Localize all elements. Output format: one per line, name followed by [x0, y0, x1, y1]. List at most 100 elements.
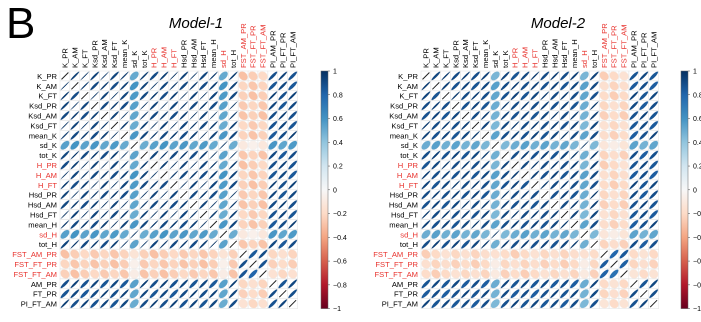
matrix-cell: [129, 258, 140, 270]
row-labels: K_PRK_AMK_FTKsd_PRKsd_AMKsd_FTmean_Ksd_K…: [12, 72, 57, 309]
matrix-cell: [430, 130, 442, 141]
matrix-cell: [490, 100, 501, 111]
matrix-cell: [589, 90, 600, 101]
matrix-cell: [569, 199, 580, 210]
matrix-cell: [129, 130, 140, 141]
matrix-cell: [89, 140, 100, 151]
matrix-cell: [480, 140, 491, 151]
matrix-cell: [499, 149, 511, 161]
matrix-cell: [440, 209, 451, 220]
matrix-cell: [138, 179, 150, 191]
matrix-cell: [119, 169, 130, 181]
matrix-cell: [168, 140, 180, 151]
matrix-cell: [188, 100, 199, 111]
matrix-cell: [529, 130, 541, 141]
matrix-cell: [228, 149, 239, 161]
colorbar-tick-label: 1: [333, 69, 337, 76]
matrix-cell: [178, 90, 189, 101]
row-label: Ksd_AM: [28, 111, 57, 120]
correlation-panel-2: Model-2K_PRK_AMK_FTKsd_PRKsd_AMKsd_FTmea…: [373, 15, 701, 313]
matrix-cell: [598, 288, 610, 299]
matrix-cell: [69, 169, 81, 181]
matrix-cell: [598, 209, 610, 220]
matrix-cell: [549, 189, 560, 200]
matrix-cell: [277, 219, 288, 230]
matrix-cell: [208, 219, 219, 230]
column-label: FST_FT_PR: [249, 25, 258, 68]
matrix-cell: [138, 120, 150, 131]
matrix-cell: [460, 159, 471, 171]
matrix-cell: [499, 189, 511, 200]
matrix-cell: [509, 298, 521, 309]
matrix-cell: [420, 100, 432, 111]
matrix-cell: [138, 130, 150, 141]
matrix-cell: [549, 120, 560, 131]
matrix-cell: [69, 70, 81, 82]
matrix-cell: [430, 288, 442, 299]
matrix-cell: [539, 219, 550, 230]
matrix-cell: [208, 298, 219, 309]
matrix-cell: [237, 268, 249, 280]
matrix-cell: [480, 229, 491, 240]
matrix-cell: [460, 239, 471, 250]
matrix-cell: [589, 70, 600, 82]
matrix-cell: [237, 219, 249, 230]
matrix-cell: [608, 100, 620, 111]
matrix-cell: [109, 179, 120, 191]
matrix-cell: [598, 219, 610, 230]
matrix-cell: [648, 298, 659, 309]
matrix-cell: [450, 258, 461, 270]
matrix-cell: [69, 219, 81, 230]
matrix-cell: [208, 130, 219, 141]
column-label: K_PR: [422, 48, 431, 68]
matrix-cell: [579, 120, 590, 131]
matrix-cell: [460, 130, 471, 141]
matrix-cell: [569, 120, 580, 131]
matrix-cell: [648, 209, 659, 220]
column-label: mean_H: [209, 39, 218, 68]
matrix-cell: [628, 140, 640, 151]
matrix-cell: [109, 130, 120, 141]
matrix-cell: [440, 110, 451, 121]
matrix-cell: [579, 90, 590, 101]
matrix-cell: [119, 110, 130, 121]
matrix-cell: [188, 298, 199, 309]
matrix-cell: [470, 80, 481, 92]
colorbar-tick-label: −0.4: [693, 235, 701, 242]
matrix-cell: [208, 140, 219, 151]
matrix-cell: [549, 80, 560, 92]
matrix-cell: [519, 130, 531, 141]
matrix-cell: [168, 80, 180, 92]
matrix-cell: [59, 169, 71, 181]
matrix-cell: [539, 258, 550, 270]
column-label: mean_K: [481, 40, 490, 68]
matrix-cell: [490, 229, 501, 240]
matrix-cell: [158, 248, 170, 260]
matrix-cell: [218, 278, 229, 290]
matrix-cell: [648, 90, 659, 101]
matrix-cell: [638, 288, 649, 299]
matrix-cell: [69, 159, 81, 171]
matrix-cell: [228, 159, 239, 171]
matrix-cell: [430, 120, 442, 131]
matrix-cell: [569, 159, 580, 171]
matrix-cell: [499, 248, 511, 260]
matrix-cell: [59, 268, 71, 280]
matrix-cell: [158, 100, 170, 111]
matrix-cell: [198, 120, 209, 131]
matrix-cell: [480, 288, 491, 299]
matrix-cell: [579, 258, 590, 270]
matrix-cell: [648, 149, 659, 161]
matrix-cell: [148, 110, 160, 121]
matrix-cell: [198, 149, 209, 161]
matrix-cell: [129, 110, 140, 121]
matrix-cell: [589, 149, 600, 161]
row-label: Ksd_PR: [29, 102, 57, 111]
matrix-cell: [79, 130, 90, 141]
matrix-cell: [218, 248, 229, 260]
matrix-cell: [208, 120, 219, 131]
matrix-cell: [450, 219, 461, 230]
matrix-cell: [529, 110, 541, 121]
matrix-cell: [247, 140, 259, 151]
matrix-cell: [129, 189, 140, 200]
